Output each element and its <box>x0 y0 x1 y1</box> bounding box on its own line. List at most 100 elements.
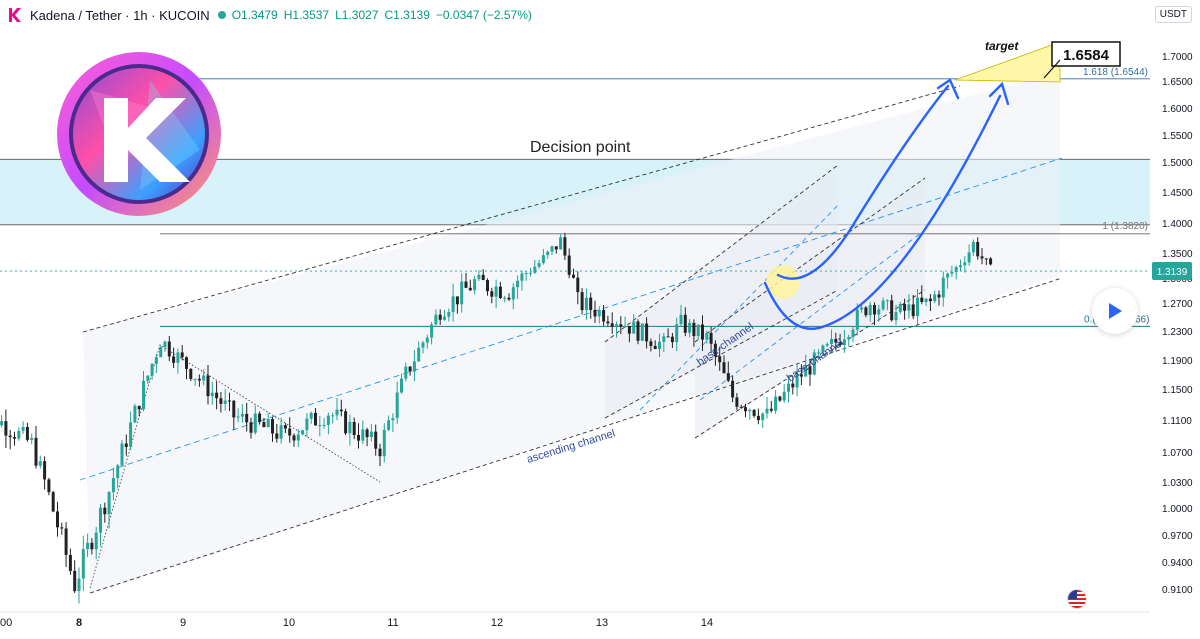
candle-body <box>481 274 485 281</box>
candle-body <box>425 337 429 343</box>
candle-body <box>348 421 352 434</box>
time-axis[interactable]: 00 8 9 10 11 12 13 14 <box>0 611 1150 629</box>
price-tick-label: 1.1500 <box>1162 385 1193 396</box>
candle-body <box>391 418 395 421</box>
fib-0-label: 0.( <box>1084 314 1096 325</box>
candle-body <box>352 421 356 436</box>
price-tick-label: 1.1900 <box>1162 356 1193 367</box>
candle-body <box>541 255 545 264</box>
candle-body <box>322 424 326 426</box>
price-tick-label: 1.0000 <box>1162 504 1193 515</box>
candle-body <box>928 298 932 302</box>
candle-body <box>133 405 137 423</box>
candle-body <box>38 461 42 466</box>
candle-body <box>271 419 274 434</box>
candle-body <box>314 412 317 426</box>
market-status-dot <box>217 11 226 19</box>
candle-body <box>670 336 674 343</box>
candle-body <box>537 263 541 267</box>
candle-body <box>253 413 257 433</box>
currency-selector[interactable]: USDT <box>1154 6 1192 23</box>
candle-body <box>916 297 919 317</box>
candle-body <box>984 258 988 260</box>
candle-body <box>408 366 412 372</box>
candle-body <box>860 307 864 310</box>
candle-body <box>13 437 16 439</box>
time-tick-label: 10 <box>283 617 295 629</box>
candle-body <box>262 422 266 428</box>
candle-body <box>99 507 102 533</box>
projection-arrow-1 <box>776 84 950 280</box>
candle-body <box>589 297 593 310</box>
candle-body <box>619 324 623 327</box>
candle-body <box>933 294 937 302</box>
candle-body <box>649 341 653 346</box>
price-axis[interactable]: 1.7000 1.6500 1.6000 1.5500 1.5000 1.4500 1.40… <box>1150 0 1200 634</box>
candle-body <box>554 246 558 250</box>
symbol-title[interactable]: Kadena / Tether · 1h · KUCOIN <box>30 7 210 23</box>
candle-body <box>834 338 838 343</box>
candle-body <box>795 374 799 388</box>
candle-body <box>572 274 575 278</box>
candle-body <box>417 347 421 362</box>
candle-body <box>756 415 760 421</box>
candle-body <box>907 304 911 311</box>
candle-body <box>959 265 962 268</box>
channel-mid-line <box>79 157 1063 481</box>
candle-body <box>847 337 851 340</box>
candle-body <box>666 336 670 338</box>
candle-body <box>34 437 38 466</box>
fib-1618-label: 1.618 (1.6544) <box>1083 67 1148 78</box>
candle-body <box>30 437 34 440</box>
candle-body <box>430 324 434 338</box>
price-tick-label: 1.2300 <box>1162 327 1193 338</box>
candle-body <box>215 392 219 399</box>
candle-body <box>412 361 416 372</box>
candle-body <box>387 420 391 430</box>
candle-body <box>335 409 339 416</box>
candle-body <box>752 409 756 416</box>
candle-body <box>378 448 382 457</box>
time-tick-label: 9 <box>180 617 186 629</box>
candle-body <box>877 309 881 315</box>
candle-body <box>486 280 489 292</box>
time-tick-label: 00 <box>0 617 12 629</box>
candle-body <box>894 311 898 321</box>
candle-body <box>881 300 885 310</box>
price-tick-label: 1.2700 <box>1162 299 1193 310</box>
price-tick-label: 0.9700 <box>1162 531 1193 542</box>
candle-body <box>950 272 954 274</box>
candle-body <box>60 527 64 529</box>
candle-body <box>86 542 90 550</box>
candle-body <box>301 430 305 435</box>
candle-body <box>980 256 984 259</box>
swing-dotted-line <box>89 344 381 589</box>
candle-body <box>326 415 330 425</box>
candle-body <box>761 413 765 421</box>
us-flag-icon[interactable] <box>1068 590 1086 608</box>
fib-0-label-tail: 66) <box>1135 314 1149 325</box>
candle-body <box>765 408 769 414</box>
candle-body <box>116 465 120 479</box>
ohlc-open: O1.3479 <box>231 8 278 22</box>
candle-body <box>696 324 700 337</box>
price-tick-label: 1.5500 <box>1162 131 1193 142</box>
kadena-small-logo-icon <box>9 8 21 22</box>
candle-body <box>791 383 795 388</box>
projection-arrow-2 <box>763 94 1002 330</box>
candle-body <box>305 418 309 431</box>
base-channel-2-mid <box>699 229 926 401</box>
price-tick-label: 1.7000 <box>1162 52 1193 63</box>
ohlc-change: −0.0347 (−2.57%) <box>435 8 532 22</box>
candle-body <box>357 435 360 441</box>
candle-body <box>855 309 859 330</box>
candle-body <box>782 391 786 401</box>
candle-body <box>885 300 889 302</box>
candle-body <box>516 280 520 288</box>
candle-body <box>206 375 210 397</box>
candle-body <box>701 324 704 340</box>
candle-body <box>473 279 477 291</box>
play-button[interactable] <box>1092 288 1138 334</box>
